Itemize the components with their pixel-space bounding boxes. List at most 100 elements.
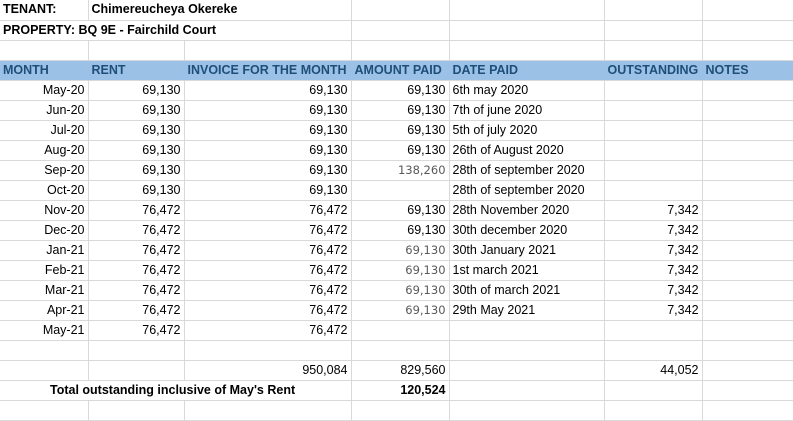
notes-cell[interactable] — [702, 300, 793, 321]
tenant-label[interactable]: TENANT: — [0, 0, 89, 21]
month-cell[interactable]: Dec-20 — [0, 220, 89, 241]
cell[interactable] — [351, 20, 450, 41]
invoice-cell[interactable]: 69,130 — [184, 100, 352, 121]
outstanding-cell[interactable]: 7,342 — [604, 300, 703, 321]
date-paid-cell[interactable]: 1st march 2021 — [449, 260, 605, 281]
header-invoice[interactable]: INVOICE FOR THE MONTH — [184, 60, 352, 81]
outstanding-cell[interactable] — [604, 320, 703, 341]
notes-cell[interactable] — [702, 260, 793, 281]
amount-paid-cell[interactable]: 69,130 — [351, 220, 450, 241]
month-cell[interactable]: Mar-21 — [0, 280, 89, 301]
cell[interactable] — [449, 40, 605, 61]
cell[interactable] — [702, 0, 793, 21]
invoice-cell[interactable]: 69,130 — [184, 160, 352, 181]
header-notes[interactable]: NOTES — [702, 60, 793, 81]
outstanding-cell[interactable]: 7,342 — [604, 280, 703, 301]
amount-paid-cell[interactable]: 69,130 — [351, 80, 450, 101]
date-paid-cell[interactable]: 6th may 2020 — [449, 80, 605, 101]
invoice-cell[interactable]: 69,130 — [184, 80, 352, 101]
cell[interactable] — [702, 20, 793, 41]
amount-paid-cell[interactable]: 69,130 — [351, 200, 450, 221]
cell[interactable] — [184, 400, 352, 421]
invoice-cell[interactable]: 76,472 — [184, 240, 352, 261]
notes-cell[interactable] — [702, 180, 793, 201]
date-paid-cell[interactable]: 30th of march 2021 — [449, 280, 605, 301]
invoice-cell[interactable]: 76,472 — [184, 220, 352, 241]
cell[interactable] — [702, 380, 793, 401]
cell[interactable] — [351, 0, 450, 21]
date-paid-cell[interactable]: 30th January 2021 — [449, 240, 605, 261]
notes-cell[interactable] — [702, 200, 793, 221]
date-paid-cell[interactable]: 28th November 2020 — [449, 200, 605, 221]
month-cell[interactable]: Feb-21 — [0, 260, 89, 281]
total-invoice[interactable]: 950,084 — [184, 360, 352, 381]
rent-cell[interactable]: 69,130 — [88, 180, 185, 201]
month-cell[interactable]: Aug-20 — [0, 140, 89, 161]
invoice-cell[interactable]: 76,472 — [184, 280, 352, 301]
rent-cell[interactable]: 76,472 — [88, 300, 185, 321]
cell[interactable] — [88, 360, 185, 381]
cell[interactable] — [604, 20, 703, 41]
date-paid-cell[interactable]: 7th of june 2020 — [449, 100, 605, 121]
cell[interactable] — [88, 400, 185, 421]
rent-cell[interactable]: 76,472 — [88, 280, 185, 301]
month-cell[interactable]: Jun-20 — [0, 100, 89, 121]
amount-paid-cell[interactable] — [351, 180, 450, 201]
cell[interactable] — [702, 400, 793, 421]
cell[interactable] — [351, 40, 450, 61]
rent-cell[interactable]: 76,472 — [88, 260, 185, 281]
cell[interactable] — [449, 380, 605, 401]
month-cell[interactable]: May-21 — [0, 320, 89, 341]
cell[interactable] — [0, 40, 89, 61]
cell[interactable] — [604, 0, 703, 21]
invoice-cell[interactable]: 76,472 — [184, 300, 352, 321]
outstanding-cell[interactable] — [604, 100, 703, 121]
invoice-cell[interactable]: 76,472 — [184, 200, 352, 221]
cell[interactable] — [604, 400, 703, 421]
invoice-cell[interactable]: 76,472 — [184, 260, 352, 281]
cell[interactable] — [351, 340, 450, 361]
amount-paid-cell[interactable]: 69,130 — [351, 100, 450, 121]
outstanding-cell[interactable] — [604, 140, 703, 161]
month-cell[interactable]: Nov-20 — [0, 200, 89, 221]
cell[interactable] — [604, 340, 703, 361]
month-cell[interactable]: Sep-20 — [0, 160, 89, 181]
invoice-cell[interactable]: 76,472 — [184, 320, 352, 341]
outstanding-cell[interactable]: 7,342 — [604, 260, 703, 281]
notes-cell[interactable] — [702, 100, 793, 121]
cell[interactable] — [0, 340, 89, 361]
date-paid-cell[interactable]: 30th december 2020 — [449, 220, 605, 241]
month-cell[interactable]: May-20 — [0, 80, 89, 101]
cell[interactable] — [604, 40, 703, 61]
outstanding-cell[interactable] — [604, 180, 703, 201]
date-paid-cell[interactable] — [449, 320, 605, 341]
tenant-name[interactable]: Chimereucheya Okereke — [88, 0, 352, 21]
notes-cell[interactable] — [702, 280, 793, 301]
amount-paid-cell[interactable]: 69,130 — [351, 300, 450, 321]
month-cell[interactable]: Jul-20 — [0, 120, 89, 141]
cell[interactable] — [449, 20, 605, 41]
amount-paid-cell[interactable] — [351, 320, 450, 341]
amount-paid-cell[interactable]: 138,260 — [351, 160, 450, 181]
month-cell[interactable]: Oct-20 — [0, 180, 89, 201]
rent-cell[interactable]: 76,472 — [88, 240, 185, 261]
rent-cell[interactable]: 76,472 — [88, 200, 185, 221]
month-cell[interactable]: Apr-21 — [0, 300, 89, 321]
outstanding-cell[interactable]: 7,342 — [604, 200, 703, 221]
header-outstanding[interactable]: OUTSTANDING — [604, 60, 703, 81]
cell[interactable] — [449, 340, 605, 361]
outstanding-cell[interactable] — [604, 80, 703, 101]
property-label[interactable]: PROPERTY: BQ 9E - Fairchild Court — [0, 20, 352, 41]
cell[interactable] — [0, 400, 89, 421]
cell[interactable] — [702, 40, 793, 61]
invoice-cell[interactable]: 69,130 — [184, 180, 352, 201]
outstanding-cell[interactable]: 7,342 — [604, 220, 703, 241]
cell[interactable] — [449, 400, 605, 421]
date-paid-cell[interactable]: 28th of september 2020 — [449, 180, 605, 201]
amount-paid-cell[interactable]: 69,130 — [351, 240, 450, 261]
date-paid-cell[interactable]: 28th of september 2020 — [449, 160, 605, 181]
notes-cell[interactable] — [702, 320, 793, 341]
rent-cell[interactable]: 76,472 — [88, 320, 185, 341]
summary-label[interactable]: Total outstanding inclusive of May's Ren… — [0, 380, 352, 401]
notes-cell[interactable] — [702, 80, 793, 101]
